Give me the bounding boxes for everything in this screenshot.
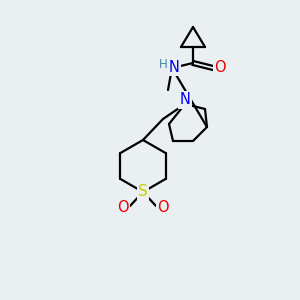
Text: N: N xyxy=(169,59,179,74)
Text: H: H xyxy=(159,58,167,70)
Text: O: O xyxy=(157,200,169,214)
Text: S: S xyxy=(138,184,148,200)
Text: O: O xyxy=(117,200,129,214)
Text: N: N xyxy=(180,92,190,107)
Text: O: O xyxy=(214,61,226,76)
